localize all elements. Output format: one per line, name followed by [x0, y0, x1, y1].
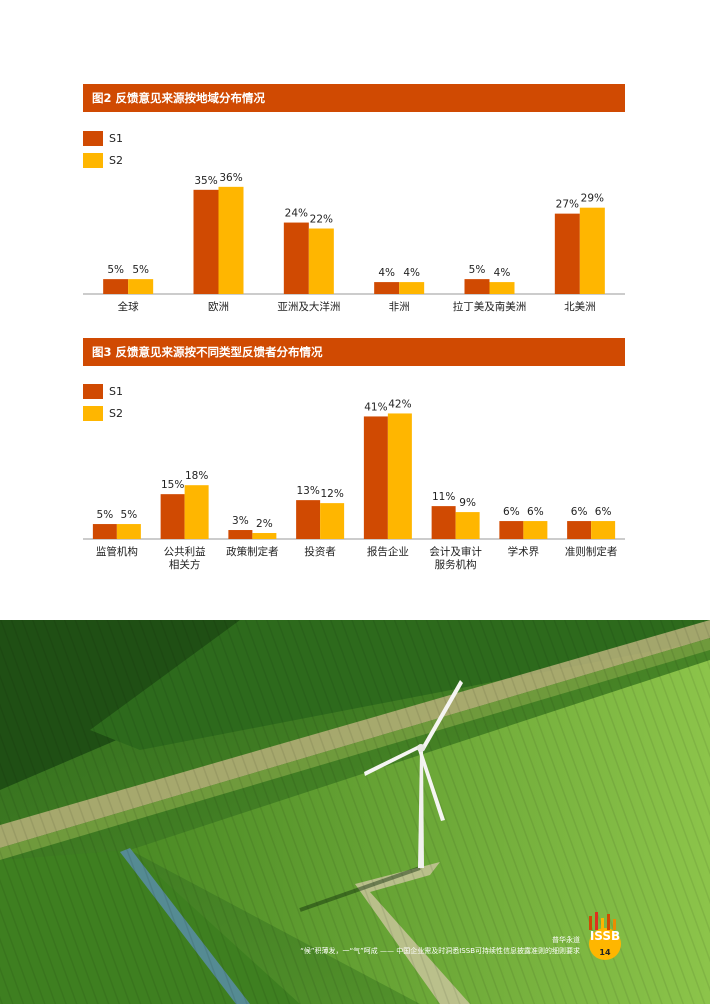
fig3-bar-s2 [320, 503, 345, 539]
fig3-category-label: 服务机构 [435, 558, 477, 571]
fig3-bar-s1 [296, 500, 321, 539]
fig3-data-label: 11% [432, 491, 455, 503]
legend-label-s2: S2 [109, 154, 123, 167]
legend-label-s1: S1 [109, 132, 123, 145]
fig3-data-label: 41% [364, 401, 387, 413]
legend-swatch-s2 [83, 153, 103, 168]
fig2-category-label: 欧洲 [208, 301, 229, 313]
fig2-bar-s2 [489, 282, 515, 294]
footer-brand: 普华永道 [552, 936, 580, 944]
figure-2-legend: S1 S2 [83, 129, 123, 173]
fig3-bar-s2 [455, 512, 480, 539]
legend-item-s1: S1 [83, 382, 123, 401]
page-number: 14 [599, 948, 611, 957]
fig2-data-label: 4% [494, 267, 511, 279]
fig2-bar-s2 [218, 186, 244, 294]
fig3-data-label: 6% [503, 506, 520, 518]
fig2-bar-s2 [308, 228, 334, 294]
fig3-data-label: 15% [161, 479, 184, 491]
fig3-bar-s1 [228, 530, 253, 539]
fig3-bar-s1 [431, 506, 456, 539]
fig2-bar-s1 [103, 279, 129, 294]
figure-3-title: 图3 反馈意见来源按不同类型反馈者分布情况 [83, 338, 625, 366]
legend-item-s2: S2 [83, 404, 123, 423]
legend-item-s1: S1 [83, 129, 123, 148]
fig3-data-label: 6% [595, 506, 612, 518]
fig3-data-label: 6% [527, 506, 544, 518]
fig2-bar-s1 [464, 279, 490, 294]
fig2-category-label: 亚洲及大洋洲 [277, 300, 340, 313]
fig2-bar-s2 [128, 279, 154, 294]
fig2-data-label: 35% [194, 175, 217, 187]
fig3-bar-s2 [523, 521, 548, 539]
fig2-data-label: 29% [581, 193, 604, 205]
fig2-bar-s1 [554, 213, 580, 294]
legend-swatch-s2 [83, 406, 103, 421]
field-illustration [0, 620, 710, 1004]
fig3-category-label: 投资者 [304, 545, 336, 558]
fig3-bar-s2 [387, 413, 412, 539]
fig3-bar-s1 [160, 494, 185, 539]
legend-swatch-s1 [83, 131, 103, 146]
fig2-bar-s2 [399, 282, 425, 294]
fig2-category-label: 全球 [118, 300, 139, 313]
fig3-bar-s1 [363, 416, 388, 539]
fig3-bar-s1 [567, 521, 592, 539]
legend-label-s1: S1 [109, 385, 123, 398]
fig3-data-label: 13% [296, 485, 319, 497]
fig2-data-label: 5% [107, 264, 124, 276]
fig3-data-label: 5% [121, 509, 138, 521]
fig3-category-label: 公共利益 [164, 545, 206, 558]
fig3-data-label: 18% [185, 470, 208, 482]
fig2-bar-s2 [579, 207, 605, 294]
fig3-data-label: 2% [256, 518, 273, 530]
fig2-data-label: 4% [403, 267, 420, 279]
fig3-data-label: 3% [232, 515, 249, 527]
legend-item-s2: S2 [83, 151, 123, 170]
fig3-bar-s2 [591, 521, 616, 539]
figure-2-bar-chart: 5% 5% 全球 35% 36% 欧洲 24% 22% 亚洲及大洋洲 4% 4% 非洲 5% 4% 拉丁美及… [83, 172, 625, 313]
fig3-data-label: 6% [571, 506, 588, 518]
legend-label-s2: S2 [109, 407, 123, 420]
fig3-bar-s1 [499, 521, 524, 539]
fig3-bar-s2 [252, 533, 277, 539]
figure-3-legend: S1 S2 [83, 382, 123, 426]
fig2-data-label: 5% [469, 264, 486, 276]
fig2-bar-s1 [283, 222, 309, 294]
fig3-category-label: 学术界 [508, 545, 540, 558]
fig2-data-label: 36% [219, 172, 242, 184]
footer-caption: “候”积薄发，一“气”呵成 —— 中国企业需及时洞悉ISSB可持续性信息披露准则… [300, 947, 580, 955]
fig3-bar-s2 [184, 485, 209, 539]
issb-logo: ISSB 14 [589, 912, 621, 960]
fig3-category-label: 会计及审计 [429, 545, 482, 558]
fig3-data-label: 42% [388, 398, 411, 410]
fig2-bar-s1 [374, 282, 400, 294]
figure-2-title: 图2 反馈意见来源按地域分布情况 [83, 84, 625, 112]
fig3-category-label: 准则制定者 [565, 545, 618, 558]
fig2-bar-s1 [193, 189, 219, 294]
fig3-category-label: 监管机构 [96, 545, 138, 558]
fig3-category-label: 相关方 [169, 558, 201, 571]
fig3-bar-s1 [92, 524, 117, 539]
fig2-data-label: 4% [378, 267, 395, 279]
fig3-category-label: 政策制定者 [226, 545, 279, 558]
fig3-bar-s2 [116, 524, 141, 539]
wind-turbine-field-photo [0, 620, 710, 1004]
legend-swatch-s1 [83, 384, 103, 399]
logo-text: ISSB [590, 929, 620, 943]
fig3-category-label: 报告企业 [367, 545, 409, 558]
fig3-data-label: 9% [459, 497, 476, 509]
fig2-category-label: 非洲 [389, 301, 410, 313]
fig2-data-label: 24% [285, 208, 308, 220]
fig2-data-label: 27% [556, 199, 579, 211]
fig2-data-label: 22% [310, 214, 333, 226]
fig2-category-label: 拉丁美及南美洲 [453, 300, 527, 313]
fig3-data-label: 5% [97, 509, 114, 521]
fig2-data-label: 5% [132, 264, 149, 276]
fig2-category-label: 北美洲 [564, 300, 596, 313]
fig3-data-label: 12% [320, 488, 343, 500]
